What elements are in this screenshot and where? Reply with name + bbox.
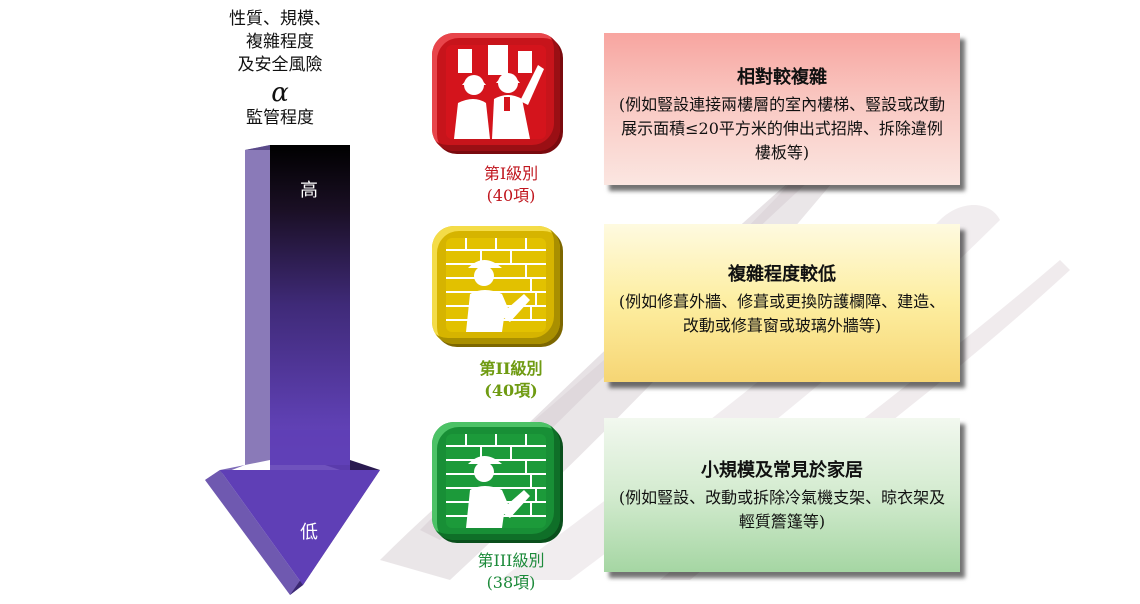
criteria-header: 性質、規模、 複雜程度 及安全風險 α 監管程度: [215, 8, 345, 130]
level-3-icon: [432, 422, 560, 540]
bricklayer-icon: [446, 238, 546, 332]
arrow-top-label: 高: [300, 180, 318, 201]
level-1-count: (40項): [486, 186, 536, 205]
level-2-title: 複雜程度較低: [728, 264, 836, 285]
level-1-label: 第I級別 (40項): [436, 163, 586, 207]
arrow-graphic: [205, 145, 380, 595]
level-3-title: 小規模及常見於家居: [701, 460, 863, 481]
level-2-count: (40項): [484, 381, 538, 400]
alpha-symbol: α: [271, 78, 289, 108]
level-3-description: (例如豎設、改動或拆除冷氣機支架、晾衣架及輕質簷篷等): [618, 488, 946, 531]
workers-icon: [454, 45, 544, 139]
header-line-2: 複雜程度: [246, 32, 314, 52]
level-2-label: 第II級別 (40項): [436, 358, 586, 402]
header-line-4: 監管程度: [246, 108, 314, 128]
level-3-panel: 小規模及常見於家居 (例如豎設、改動或拆除冷氣機支架、晾衣架及輕質簷篷等): [604, 418, 960, 572]
level-1-name: 第I級別: [483, 164, 539, 183]
supervision-arrow: 高 低: [195, 140, 395, 600]
header-line-3: 及安全風險: [237, 55, 323, 75]
level-2-icon: [432, 226, 560, 344]
level-1-description: (例如豎設連接兩樓層的室內樓梯、豎設或改動展示面積≤20平方米的伸出式招牌、拆除…: [618, 95, 946, 162]
level-3-count: (38項): [486, 573, 536, 592]
level-2-name: 第II級別: [479, 359, 543, 378]
arrow-bottom-label: 低: [300, 522, 318, 543]
level-1-icon: [432, 33, 560, 151]
level-2-panel: 複雜程度較低 (例如修葺外牆、修葺或更換防護欄障、建造、改動或修葺窗或玻璃外牆等…: [604, 224, 960, 382]
level-3-name: 第III級別: [477, 551, 545, 570]
level-1-title: 相對較複雜: [737, 67, 827, 88]
level-1-panel: 相對較複雜 (例如豎設連接兩樓層的室內樓梯、豎設或改動展示面積≤20平方米的伸出…: [604, 33, 960, 185]
level-2-description: (例如修葺外牆、修葺或更換防護欄障、建造、改動或修葺窗或玻璃外牆等): [618, 292, 946, 335]
level-3-label: 第III級別 (38項): [436, 550, 586, 594]
header-line-1: 性質、規模、: [229, 9, 331, 29]
bricklayer-icon: [446, 434, 546, 528]
